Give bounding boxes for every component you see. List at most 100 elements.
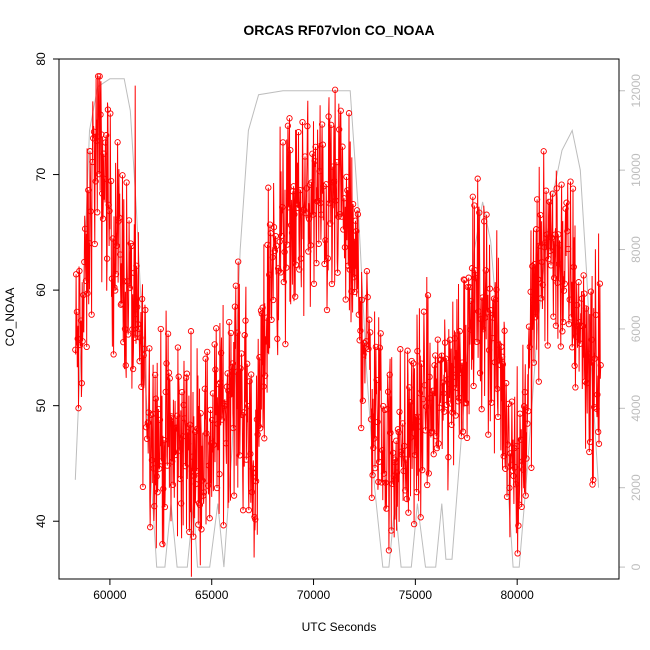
data-point — [329, 163, 336, 170]
data-point — [214, 420, 221, 428]
data-point — [314, 198, 321, 205]
data-point — [563, 199, 570, 206]
data-point — [84, 290, 91, 297]
data-point — [130, 269, 138, 277]
data-point — [411, 451, 419, 459]
data-point — [413, 488, 420, 496]
data-point — [407, 434, 415, 441]
data-point — [388, 527, 395, 534]
data-point — [252, 516, 259, 523]
data-point — [459, 359, 466, 366]
data-point — [457, 369, 464, 377]
data-point — [182, 462, 189, 470]
data-point — [87, 208, 94, 215]
data-point — [415, 423, 423, 430]
data-point — [476, 369, 484, 377]
data-point — [125, 331, 132, 338]
data-point — [405, 509, 412, 516]
right-tick-label: 2000 — [629, 474, 643, 501]
data-point — [101, 175, 108, 183]
data-point — [198, 526, 205, 533]
data-point — [261, 435, 268, 442]
data-point — [89, 158, 96, 166]
data-point — [264, 241, 271, 249]
data-point — [428, 429, 435, 436]
data-point — [115, 218, 122, 225]
data-point — [318, 211, 325, 218]
data-point — [188, 467, 195, 475]
data-point — [507, 450, 514, 457]
data-point — [346, 266, 353, 273]
data-point — [169, 458, 176, 465]
data-point — [539, 281, 546, 288]
data-point — [169, 481, 177, 488]
right-tick-label: 12000 — [629, 74, 643, 108]
data-point — [443, 401, 450, 408]
data-point — [442, 355, 450, 362]
data-point — [499, 361, 507, 368]
data-point — [359, 397, 366, 404]
data-point — [156, 465, 163, 472]
data-point — [490, 314, 497, 321]
data-point — [164, 462, 171, 469]
data-point — [134, 303, 141, 311]
data-point — [336, 126, 343, 133]
data-point — [236, 452, 243, 459]
right-tick-label: 4000 — [629, 395, 643, 422]
data-point — [155, 405, 162, 413]
data-point — [323, 181, 330, 188]
y-tick-label: 50 — [34, 399, 48, 413]
data-point — [166, 375, 173, 382]
data-point — [387, 429, 394, 437]
data-point — [398, 451, 406, 458]
data-point — [78, 380, 85, 387]
data-point — [144, 419, 151, 426]
data-point — [498, 343, 505, 350]
data-point — [178, 388, 186, 396]
data-point — [403, 495, 410, 503]
data-point — [349, 239, 356, 247]
data-point — [227, 329, 235, 337]
plot-layer — [72, 73, 604, 577]
data-point — [352, 217, 359, 224]
data-point — [369, 471, 376, 479]
data-point — [450, 374, 457, 381]
data-point — [472, 274, 480, 282]
data-point — [258, 310, 265, 317]
data-point — [172, 451, 179, 459]
data-point — [345, 262, 352, 269]
data-point — [287, 221, 295, 229]
data-point — [142, 306, 149, 314]
data-point — [328, 280, 336, 288]
data-point — [594, 391, 601, 398]
data-point — [568, 314, 575, 321]
data-point — [305, 215, 313, 223]
data-point — [117, 301, 125, 308]
data-point — [129, 365, 137, 373]
data-point — [135, 325, 142, 333]
data-point — [149, 410, 156, 417]
data-point — [187, 328, 195, 335]
data-point — [85, 186, 92, 194]
data-point — [506, 484, 513, 492]
data-point — [134, 321, 142, 328]
data-point — [521, 388, 529, 396]
data-point — [327, 220, 334, 227]
data-point — [72, 271, 80, 278]
data-point — [480, 325, 487, 333]
data-point — [111, 284, 118, 291]
data-point — [367, 329, 374, 336]
data-point — [228, 364, 235, 371]
data-point — [575, 279, 582, 286]
data-point — [503, 380, 510, 387]
data-point — [211, 341, 218, 348]
data-point — [212, 366, 219, 373]
data-point — [282, 340, 289, 348]
data-point — [468, 297, 475, 305]
data-point — [523, 455, 530, 462]
data-point — [80, 291, 87, 299]
data-point — [205, 462, 213, 469]
data-point — [283, 264, 290, 271]
data-point — [525, 323, 533, 330]
data-point — [375, 458, 383, 466]
